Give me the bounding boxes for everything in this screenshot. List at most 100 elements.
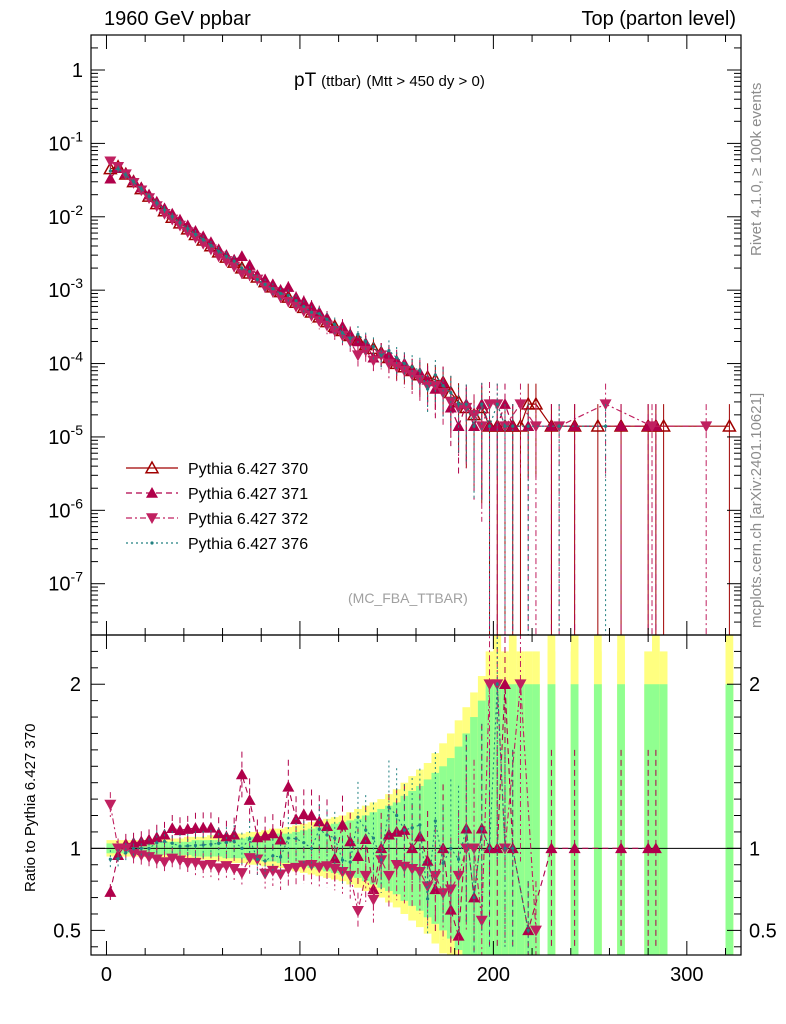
header-right: Top (parton level) <box>581 8 736 30</box>
data-point <box>243 259 256 270</box>
ratio-band-inner <box>593 684 602 955</box>
data-point <box>282 296 295 308</box>
data-point <box>147 194 151 198</box>
data-point <box>155 201 159 205</box>
ratio-point <box>266 865 279 877</box>
data-point <box>104 172 117 184</box>
data-point <box>139 187 143 191</box>
x-tick-label: 0 <box>101 964 112 986</box>
data-point <box>173 220 186 232</box>
data-point <box>351 350 364 362</box>
ratio-band-inner <box>659 684 668 955</box>
legend-marker <box>146 513 158 524</box>
data-point <box>418 369 422 373</box>
ratio-point <box>433 819 437 823</box>
ratio-y-tick-label-right: 0.5 <box>749 920 777 942</box>
ratio-point <box>193 843 198 848</box>
ratio-point <box>402 828 406 832</box>
x-tick-label: 100 <box>283 964 316 986</box>
data-point <box>197 238 210 250</box>
ratio-point <box>150 854 163 866</box>
ratio-point <box>282 780 295 792</box>
data-point <box>503 424 507 428</box>
data-point <box>212 251 225 263</box>
data-point <box>464 402 468 406</box>
plot-title-sub2: (Mtt > 450 dy > 0) <box>366 73 485 90</box>
data-point <box>603 424 608 428</box>
data-point <box>529 421 542 433</box>
data-point <box>557 424 561 428</box>
ratio-point <box>235 768 248 780</box>
data-point <box>615 420 628 432</box>
series-line <box>109 160 707 428</box>
data-point <box>452 402 465 414</box>
data-point <box>402 361 406 366</box>
ratio-point <box>259 868 272 880</box>
data-point <box>204 244 217 256</box>
ratio-point <box>220 861 233 872</box>
ratio-point <box>413 866 426 878</box>
ratio-point <box>325 833 329 837</box>
ratio-y-tick-label: 2 <box>70 674 81 696</box>
ratio-series-line <box>110 684 529 931</box>
data-point <box>656 418 671 432</box>
ratio-point <box>317 827 321 831</box>
data-point <box>449 391 453 395</box>
data-point <box>356 332 360 336</box>
ratio-point <box>649 842 662 854</box>
ratio-point <box>104 799 117 811</box>
ratio-y-tick-label: 0.5 <box>53 920 81 942</box>
data-point <box>364 339 368 344</box>
data-point <box>178 221 182 225</box>
data-point <box>472 424 476 428</box>
data-point <box>379 353 383 357</box>
ratio-point <box>529 925 542 937</box>
legend-marker <box>144 460 160 474</box>
ratio-point <box>197 860 210 872</box>
ratio-point <box>441 861 445 865</box>
ratio-y-tick-label-right: 2 <box>749 674 760 696</box>
data-point <box>351 335 364 347</box>
ratio-point <box>124 851 128 855</box>
ratio-point <box>217 841 221 845</box>
ratio-point <box>204 821 217 833</box>
ratio-point <box>371 836 376 840</box>
ratio-point <box>131 846 136 850</box>
ratio-point <box>209 842 213 846</box>
ratio-point <box>426 897 430 901</box>
ratio-point <box>480 827 484 831</box>
data-point <box>263 282 267 286</box>
data-point <box>321 320 334 332</box>
ratio-point <box>344 870 357 882</box>
ratio-point <box>108 857 112 861</box>
ratio-point <box>274 833 287 845</box>
ratio-point <box>642 842 655 854</box>
ratio-point <box>243 794 256 805</box>
ratio-point <box>475 915 488 927</box>
y-tick-label: 10-3 <box>48 275 83 302</box>
data-point <box>437 387 450 399</box>
ratio-point <box>449 846 453 850</box>
ratio-point <box>615 842 628 854</box>
ratio-point <box>263 859 267 863</box>
legend-marker <box>150 541 154 545</box>
data-point <box>426 387 430 391</box>
ratio-point <box>170 841 174 845</box>
ratio-point <box>321 861 334 873</box>
ratio-point <box>364 828 368 832</box>
ratio-point <box>197 821 210 833</box>
ratio-point <box>313 815 326 827</box>
data-point <box>526 424 530 428</box>
ratio-point <box>429 870 442 882</box>
ratio-point <box>382 828 395 840</box>
ratio-point <box>487 846 492 850</box>
ratio-point <box>456 857 461 861</box>
ratio-point <box>112 843 125 855</box>
data-point <box>456 402 461 406</box>
ratio-panel <box>91 635 741 955</box>
ratio-point <box>468 843 481 855</box>
ratio-point <box>278 855 283 859</box>
data-point <box>413 375 426 386</box>
ratio-point <box>333 836 337 840</box>
ratio-band-inner <box>547 684 556 955</box>
